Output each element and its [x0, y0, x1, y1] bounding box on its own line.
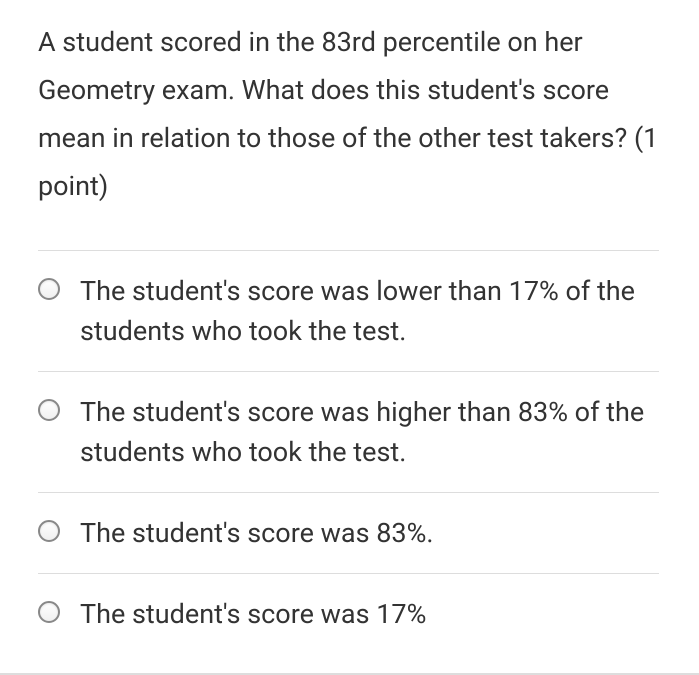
answer-options-list: The student's score was lower than 17% o… [38, 250, 659, 654]
option-row[interactable]: The student's score was higher than 83% … [38, 372, 659, 493]
option-row[interactable]: The student's score was 83%. [38, 493, 659, 574]
radio-icon[interactable] [38, 601, 60, 623]
radio-icon[interactable] [38, 399, 60, 421]
option-row[interactable]: The student's score was 17% [38, 574, 659, 654]
option-label: The student's score was higher than 83% … [80, 392, 659, 472]
option-label: The student's score was 83%. [80, 513, 433, 553]
option-label: The student's score was 17% [80, 594, 426, 634]
option-row[interactable]: The student's score was lower than 17% o… [38, 251, 659, 372]
radio-icon[interactable] [38, 278, 60, 300]
question-prompt: A student scored in the 83rd percentile … [38, 18, 659, 210]
radio-icon[interactable] [38, 520, 60, 542]
option-label: The student's score was lower than 17% o… [80, 271, 659, 351]
